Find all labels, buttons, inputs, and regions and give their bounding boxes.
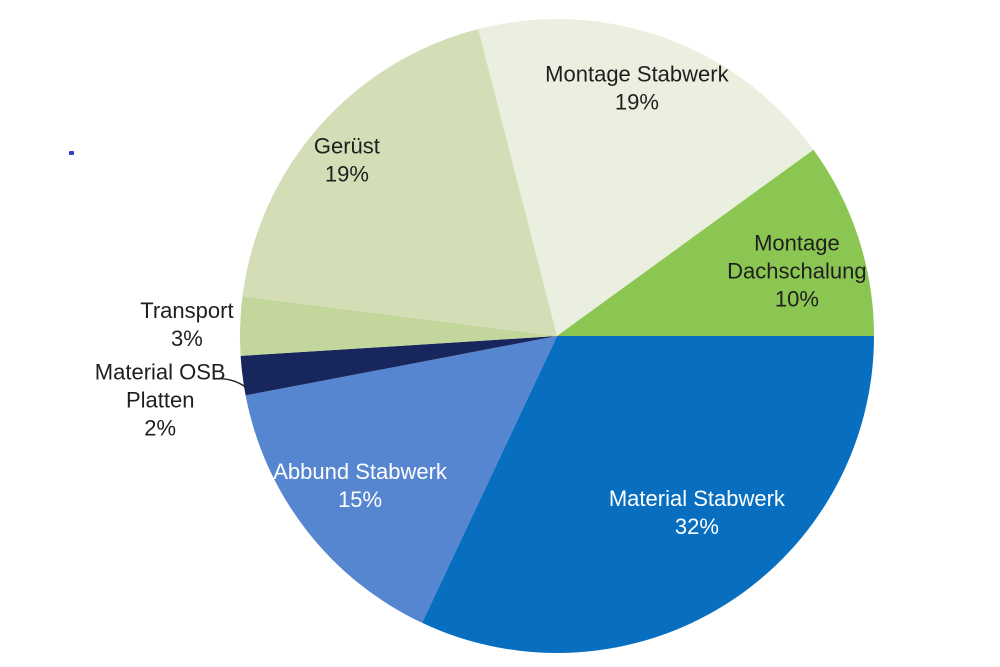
pie-slice-label-abbund-stabwerk: Abbund Stabwerk 15% bbox=[273, 459, 448, 512]
slice-percent: 10% bbox=[775, 286, 819, 311]
slice-percent: 15% bbox=[338, 487, 382, 512]
slice-percent: 19% bbox=[325, 161, 369, 186]
leader-line-material-osb-platten bbox=[213, 378, 248, 389]
slice-name-line: Material OSB bbox=[95, 359, 226, 384]
stray-mark bbox=[69, 151, 74, 155]
pie-slice-montage-dachschalung bbox=[557, 149, 875, 336]
pie-slice-label-transport: Transport 3% bbox=[140, 298, 233, 351]
pie-slice-montage-stabwerk bbox=[478, 19, 814, 336]
slice-name-line: Dachschalung bbox=[727, 258, 866, 283]
pie-slice-labels: Montage Stabwerk 19% Montage Dachschalung 10… bbox=[95, 62, 867, 539]
pie-slice-label-material-stabwerk: Material Stabwerk 32% bbox=[609, 486, 786, 539]
pie-slice-label-gerust: Gerüst 19% bbox=[314, 133, 380, 186]
pie-slice-label-montage-stabwerk: Montage Stabwerk 19% bbox=[545, 62, 729, 115]
pie-slice-material-stabwerk bbox=[422, 336, 874, 653]
pie-slice-material-osb-platten bbox=[240, 336, 557, 396]
slice-name-line: Montage Stabwerk bbox=[545, 62, 729, 87]
slice-percent: 3% bbox=[171, 326, 203, 351]
pie-slice-gerust bbox=[242, 29, 557, 336]
slice-percent: 19% bbox=[615, 90, 659, 115]
slice-name-line: Material Stabwerk bbox=[609, 486, 786, 511]
slice-name-line: Transport bbox=[140, 298, 233, 323]
slice-percent: 32% bbox=[675, 514, 719, 539]
pie-slice-abbund-stabwerk bbox=[245, 336, 557, 623]
slice-name-line: Platten bbox=[126, 387, 195, 412]
pie-slice-label-montage-dachschalung: Montage Dachschalung 10% bbox=[727, 230, 866, 311]
pie-slice-label-material-osb-platten: Material OSB Platten 2% bbox=[95, 359, 226, 440]
pie-slice-transport bbox=[239, 296, 557, 356]
slice-name-line: Gerüst bbox=[314, 133, 380, 158]
slice-name-line: Montage bbox=[754, 230, 840, 255]
slice-name-line: Abbund Stabwerk bbox=[273, 459, 448, 484]
slice-percent: 2% bbox=[144, 415, 176, 440]
pie-slices bbox=[239, 19, 875, 653]
